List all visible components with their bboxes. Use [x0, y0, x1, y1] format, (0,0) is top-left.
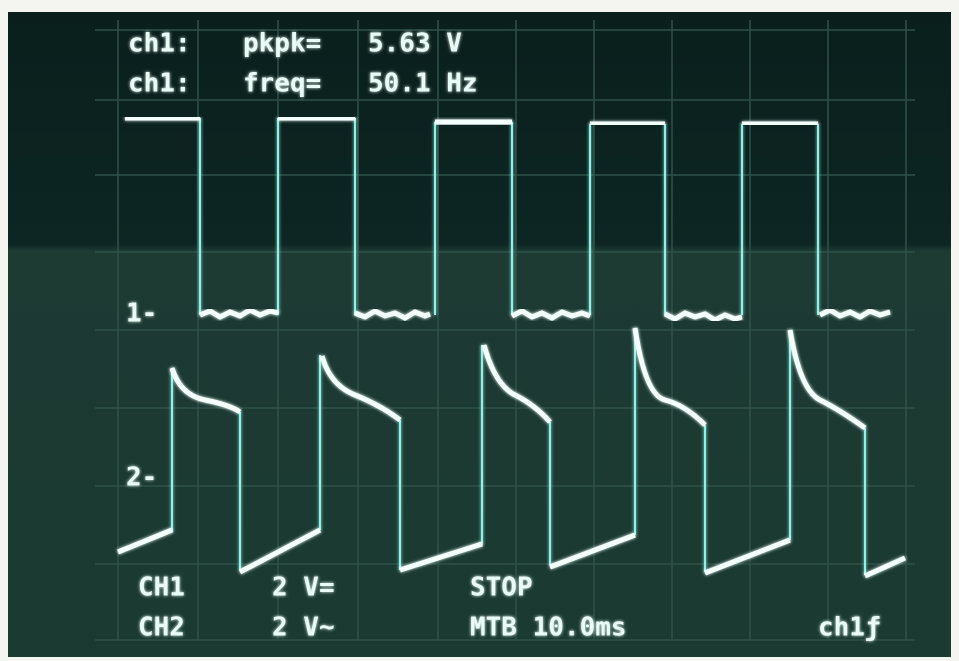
channel-name: CH2	[138, 613, 185, 643]
trigger-source: ch1ƒ	[818, 613, 881, 643]
channel-marker: 2-	[126, 463, 157, 493]
readout-label: pkpk=	[243, 29, 321, 59]
timebase: MTB 10.0ms	[470, 613, 627, 643]
channel-marker: 1-	[126, 299, 157, 329]
readout-label: freq=	[243, 69, 321, 99]
channel-scale: 2 V=	[272, 573, 335, 603]
run-status: STOP	[470, 573, 533, 603]
readout-label: ch1:	[128, 69, 191, 99]
screen	[8, 12, 951, 657]
readout-value: 50.1 Hz	[368, 69, 478, 99]
page: ch1: pkpk= 5.63 V ch1: freq= 50.1 Hz 1- …	[0, 0, 959, 661]
channel-name: CH1	[138, 573, 185, 603]
scope-photo: ch1: pkpk= 5.63 V ch1: freq= 50.1 Hz 1- …	[0, 0, 959, 661]
readout-value: 5.63 V	[368, 29, 462, 59]
readout-label: ch1:	[128, 29, 191, 59]
channel-scale: 2 V~	[272, 613, 335, 643]
